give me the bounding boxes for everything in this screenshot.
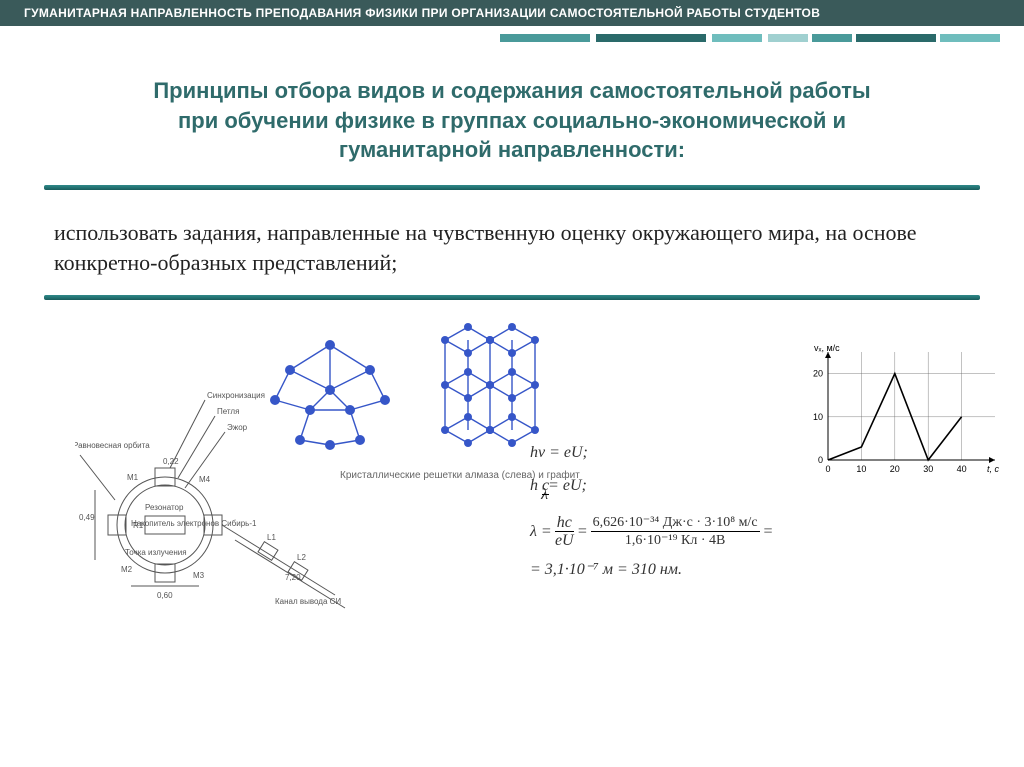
- dim: 0,22: [163, 457, 179, 466]
- svg-text:20: 20: [813, 369, 823, 379]
- eq-part: h: [530, 477, 538, 495]
- svg-text:t, с: t, с: [987, 464, 1000, 474]
- header-band: ГУМАНИТАРНАЯ НАПРАВЛЕННОСТЬ ПРЕПОДАВАНИЯ…: [0, 0, 1024, 26]
- svg-text:10: 10: [856, 464, 866, 474]
- eq-part: 1,6·10⁻¹⁹ Кл · 4В: [625, 532, 725, 549]
- header-title: ГУМАНИТАРНАЯ НАПРАВЛЕННОСТЬ ПРЕПОДАВАНИЯ…: [0, 6, 820, 20]
- mk: L1: [267, 533, 276, 542]
- decor-strip: [0, 26, 1024, 48]
- label: Накопитель электронов Сибирь-1: [131, 519, 257, 528]
- slide-title: Принципы отбора видов и содержания самос…: [0, 48, 1024, 175]
- svg-text:20: 20: [890, 464, 900, 474]
- dim: 0,60: [157, 591, 173, 600]
- eq-part: =: [577, 523, 588, 541]
- title-line: гуманитарной направленности:: [60, 135, 964, 165]
- eq-part: hc: [555, 515, 574, 532]
- mk: R1: [133, 521, 144, 530]
- mk: М2: [121, 565, 133, 574]
- label: Петля: [217, 407, 239, 416]
- label: Равновесная орбита: [75, 441, 150, 450]
- eq-part: eU: [555, 532, 574, 550]
- eq-part: λ =: [530, 523, 552, 541]
- label: Точка излучения: [125, 548, 187, 557]
- eq-part: =: [763, 523, 774, 541]
- eq-line: hν = eU;: [530, 444, 588, 461]
- svg-text:40: 40: [957, 464, 967, 474]
- eq-part: = eU;: [548, 477, 587, 495]
- svg-text:0: 0: [818, 455, 823, 465]
- mk: М3: [193, 571, 205, 580]
- mk: М1: [127, 473, 139, 482]
- dim: 0,49: [79, 513, 95, 522]
- mk: L2: [297, 553, 306, 562]
- equations: hν = eU; h c λ = eU; λ = hc eU = 6,626·1…: [530, 440, 830, 587]
- eq-part: 6,626·10⁻³⁴ Дж·с · 3·10⁸ м/с: [591, 514, 760, 532]
- label: Канал вывода СИ: [275, 597, 341, 606]
- svg-text:10: 10: [813, 412, 823, 422]
- label: Резонатор: [145, 503, 184, 512]
- eq-part: c: [542, 478, 549, 494]
- svg-text:30: 30: [923, 464, 933, 474]
- dim: 7,20: [285, 573, 301, 582]
- eq-line: = 3,1·10⁻⁷ м = 310 нм.: [530, 561, 682, 578]
- svg-text:0: 0: [825, 464, 830, 474]
- velocity-chart: 0 10 20 30 40 0 10 20 vₓ, м/с t, с: [800, 340, 1000, 490]
- title-line: Принципы отбора видов и содержания самос…: [60, 76, 964, 106]
- bullet-text: использовать задания, направленные на чу…: [0, 190, 1024, 285]
- figure-area: Синхронизация Петля Эжор Равновесная орб…: [0, 300, 1024, 740]
- mk: М4: [199, 475, 211, 484]
- title-line: при обучении физике в группах социально-…: [60, 106, 964, 136]
- label: Эжор: [227, 423, 248, 432]
- svg-text:vₓ, м/с: vₓ, м/с: [814, 343, 840, 353]
